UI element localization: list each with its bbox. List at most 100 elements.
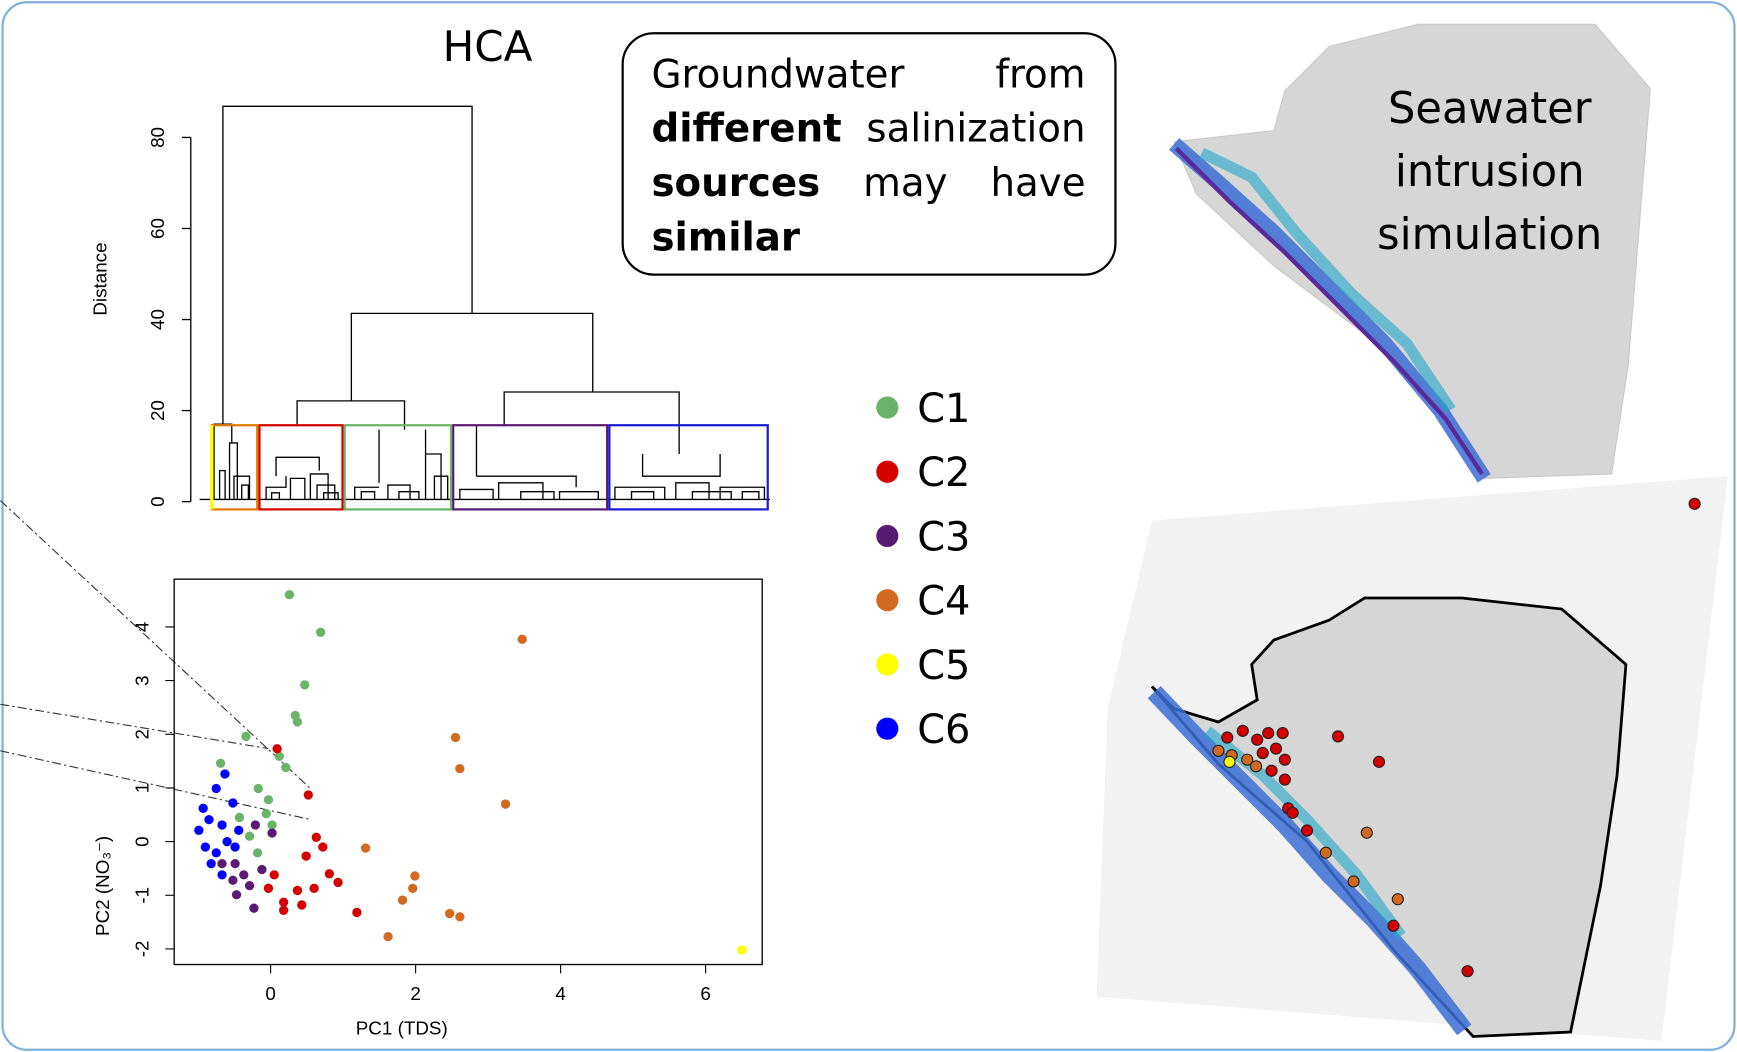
- callout-text: Groundwater from different salinization …: [651, 49, 1085, 270]
- point: [397, 895, 408, 905]
- point: [253, 783, 263, 794]
- point: [318, 842, 328, 852]
- point: [211, 783, 221, 794]
- point: [352, 907, 362, 918]
- x-tick-label: 4: [555, 983, 565, 1004]
- y-tick-label: 1: [132, 783, 153, 793]
- point: [211, 848, 221, 858]
- legend-label: C4: [917, 579, 970, 625]
- point: [383, 931, 393, 942]
- point: [297, 900, 307, 910]
- x-tick-label: 0: [265, 983, 275, 1004]
- chart-title: HCA: [443, 22, 533, 71]
- point: [249, 903, 259, 913]
- point: [303, 790, 313, 800]
- point: [450, 732, 461, 743]
- point: [455, 912, 465, 922]
- point: [194, 825, 204, 835]
- point: [315, 627, 326, 637]
- y-tick-label: 4: [132, 622, 153, 632]
- callout-segment: sources: [651, 161, 821, 206]
- callout-segment: may have: [820, 161, 1086, 206]
- y-tick-label: 3: [132, 675, 153, 685]
- point: [222, 836, 232, 847]
- x-tick-label: 6: [700, 983, 710, 1004]
- y-tick-label: 60: [147, 218, 168, 239]
- y-tick-label: -1: [132, 887, 153, 904]
- point: [263, 795, 274, 805]
- callout-segment: similar: [651, 215, 801, 261]
- y-tick-label: 80: [147, 127, 168, 148]
- point: [261, 809, 271, 819]
- point: [206, 858, 216, 869]
- y-axis-label: PC2 (NO₃⁻): [92, 836, 113, 936]
- point: [217, 858, 227, 869]
- point: [239, 870, 249, 880]
- point: [228, 798, 238, 808]
- point: [257, 864, 267, 875]
- point: [234, 812, 245, 823]
- callout-box: [621, 32, 1117, 276]
- point: [267, 828, 277, 838]
- point: [500, 799, 511, 809]
- map-top: [1169, 23, 1651, 483]
- point: [309, 883, 319, 893]
- map-title-box: Seawater intrusion simulation: [1377, 84, 1603, 261]
- point: [279, 897, 289, 907]
- point: [230, 858, 240, 869]
- point: [333, 877, 343, 888]
- cluster-boxes: [210, 424, 769, 511]
- legend-label: C5: [917, 643, 970, 689]
- point: [204, 814, 214, 825]
- point: [279, 905, 289, 915]
- y-tick-label: -2: [132, 941, 153, 958]
- legend-label: C2: [917, 450, 970, 496]
- point: [311, 832, 321, 842]
- point: [292, 717, 303, 727]
- legend-label: C6: [917, 707, 970, 753]
- point: [445, 908, 455, 919]
- plot-frame: [173, 578, 763, 966]
- legend-marker: [876, 589, 899, 612]
- y-tick-label: 20: [147, 400, 168, 421]
- callout-text-box: Groundwater from different salinization …: [651, 49, 1085, 270]
- point: [220, 769, 230, 779]
- point: [517, 634, 527, 644]
- point: [252, 848, 263, 858]
- point: [737, 945, 747, 955]
- point: [284, 590, 295, 600]
- point: [215, 758, 226, 768]
- point: [198, 803, 208, 813]
- point: [324, 869, 334, 879]
- point: [217, 820, 227, 830]
- point: [281, 762, 291, 773]
- dendrogram-branches: [199, 105, 770, 501]
- callout-segment: different: [651, 107, 842, 152]
- point: [410, 871, 420, 881]
- point: [292, 885, 303, 896]
- map-title: Seawater intrusion simulation: [1377, 84, 1603, 261]
- legend-marker: [876, 653, 899, 676]
- y-tick-label: 40: [147, 309, 168, 330]
- point: [234, 825, 244, 835]
- y-tick-label: 0: [132, 836, 153, 846]
- point: [250, 820, 261, 830]
- callout-segment: salinization: [841, 107, 1086, 152]
- point: [200, 842, 211, 852]
- legend-label: C3: [917, 514, 970, 560]
- callout-segment: Groundwater from: [651, 53, 1086, 98]
- point: [301, 851, 311, 861]
- x-axis-label: PC1 (TDS): [356, 1017, 448, 1038]
- point: [230, 842, 240, 852]
- point: [244, 880, 255, 891]
- point: [228, 875, 238, 885]
- point: [269, 870, 279, 880]
- point: [217, 870, 227, 880]
- legend-marker: [876, 396, 899, 419]
- y-axis-label: Distance: [90, 242, 111, 315]
- legend-marker: [876, 460, 899, 483]
- legend-marker: [876, 524, 899, 548]
- point: [244, 831, 255, 841]
